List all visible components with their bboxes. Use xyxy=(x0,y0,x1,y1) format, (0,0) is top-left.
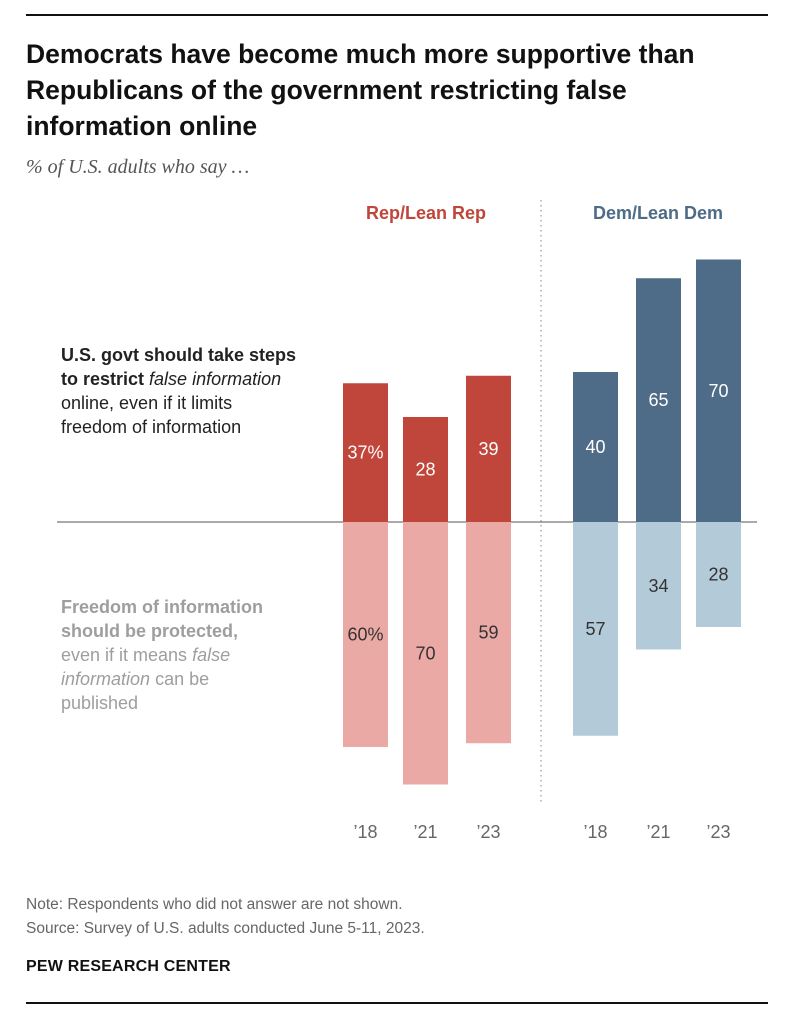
protect-label-italic-1: false xyxy=(192,645,231,665)
group-header-rep: Rep/Lean Rep xyxy=(365,203,487,223)
x-tick-label-rep-1: ’21 xyxy=(413,822,437,842)
bar-dem-restrict-1 xyxy=(636,278,681,522)
data-label-rep-restrict-0: 37% xyxy=(347,443,383,463)
protect-label-line-3: even if it means xyxy=(61,645,188,665)
x-tick-label-dem-1: ’21 xyxy=(646,822,670,842)
chart-title: Democrats have become much more supporti… xyxy=(26,39,695,141)
bar-rep-protect-1 xyxy=(403,522,448,785)
data-label-rep-protect-1: 70 xyxy=(415,643,435,663)
bar-dem-restrict-0 xyxy=(573,372,618,522)
brand-logo-text: PEW RESEARCH CENTER xyxy=(26,958,231,975)
x-tick-label-rep-2: ’23 xyxy=(476,822,500,842)
bar-rep-restrict-2 xyxy=(466,375,511,522)
data-label-rep-protect-2: 59 xyxy=(478,623,498,643)
chart-subtitle: % of U.S. adults who say … xyxy=(26,156,250,178)
protect-label-bold-2: should be protected, xyxy=(61,621,239,641)
x-tick-label-rep-0: ’18 xyxy=(353,822,377,842)
data-label-rep-protect-0: 60% xyxy=(347,625,383,645)
restrict-label-bold-1: U.S. govt should take steps xyxy=(61,345,297,365)
restrict-label: U.S. govt should take steps to restrict … xyxy=(61,343,336,439)
protect-label-line-5: published xyxy=(61,693,139,713)
protect-label-line-4: can be xyxy=(155,669,210,689)
data-label-rep-restrict-2: 39 xyxy=(478,439,498,459)
bar-dem-protect-2 xyxy=(696,522,741,627)
data-label-dem-protect-1: 34 xyxy=(648,576,668,596)
note-text: Note: Respondents who did not answer are… xyxy=(26,896,403,913)
x-tick-label-dem-0: ’18 xyxy=(583,822,607,842)
restrict-label-italic: false information xyxy=(149,369,282,389)
data-label-rep-restrict-1: 28 xyxy=(415,460,435,480)
data-label-dem-restrict-1: 65 xyxy=(648,390,668,410)
bar-rep-restrict-0 xyxy=(343,383,388,522)
protect-label-bold-1: Freedom of information xyxy=(61,597,263,617)
data-label-dem-restrict-0: 40 xyxy=(585,437,605,457)
bar-dem-protect-1 xyxy=(636,522,681,650)
group-header-dem: Dem/Lean Dem xyxy=(592,203,724,223)
bar-dem-restrict-2 xyxy=(696,259,741,522)
protect-label-italic-2: information xyxy=(61,669,151,689)
data-label-dem-protect-2: 28 xyxy=(708,565,728,585)
restrict-label-line-3: online, even if it limits xyxy=(61,393,233,413)
bar-rep-protect-0 xyxy=(343,522,388,747)
restrict-label-line-4: freedom of information xyxy=(61,417,242,437)
source-text: Source: Survey of U.S. adults conducted … xyxy=(26,920,425,937)
data-label-dem-restrict-2: 70 xyxy=(708,381,728,401)
bar-rep-protect-2 xyxy=(466,522,511,744)
protect-label: Freedom of information should be protect… xyxy=(61,595,336,715)
x-tick-label-dem-2: ’23 xyxy=(706,822,730,842)
restrict-label-bold-2: to restrict xyxy=(61,369,145,389)
bar-dem-protect-0 xyxy=(573,522,618,736)
top-rule xyxy=(26,14,768,16)
bar-rep-restrict-1 xyxy=(403,417,448,522)
data-label-dem-protect-0: 57 xyxy=(585,619,605,639)
bottom-rule xyxy=(26,1002,768,1004)
